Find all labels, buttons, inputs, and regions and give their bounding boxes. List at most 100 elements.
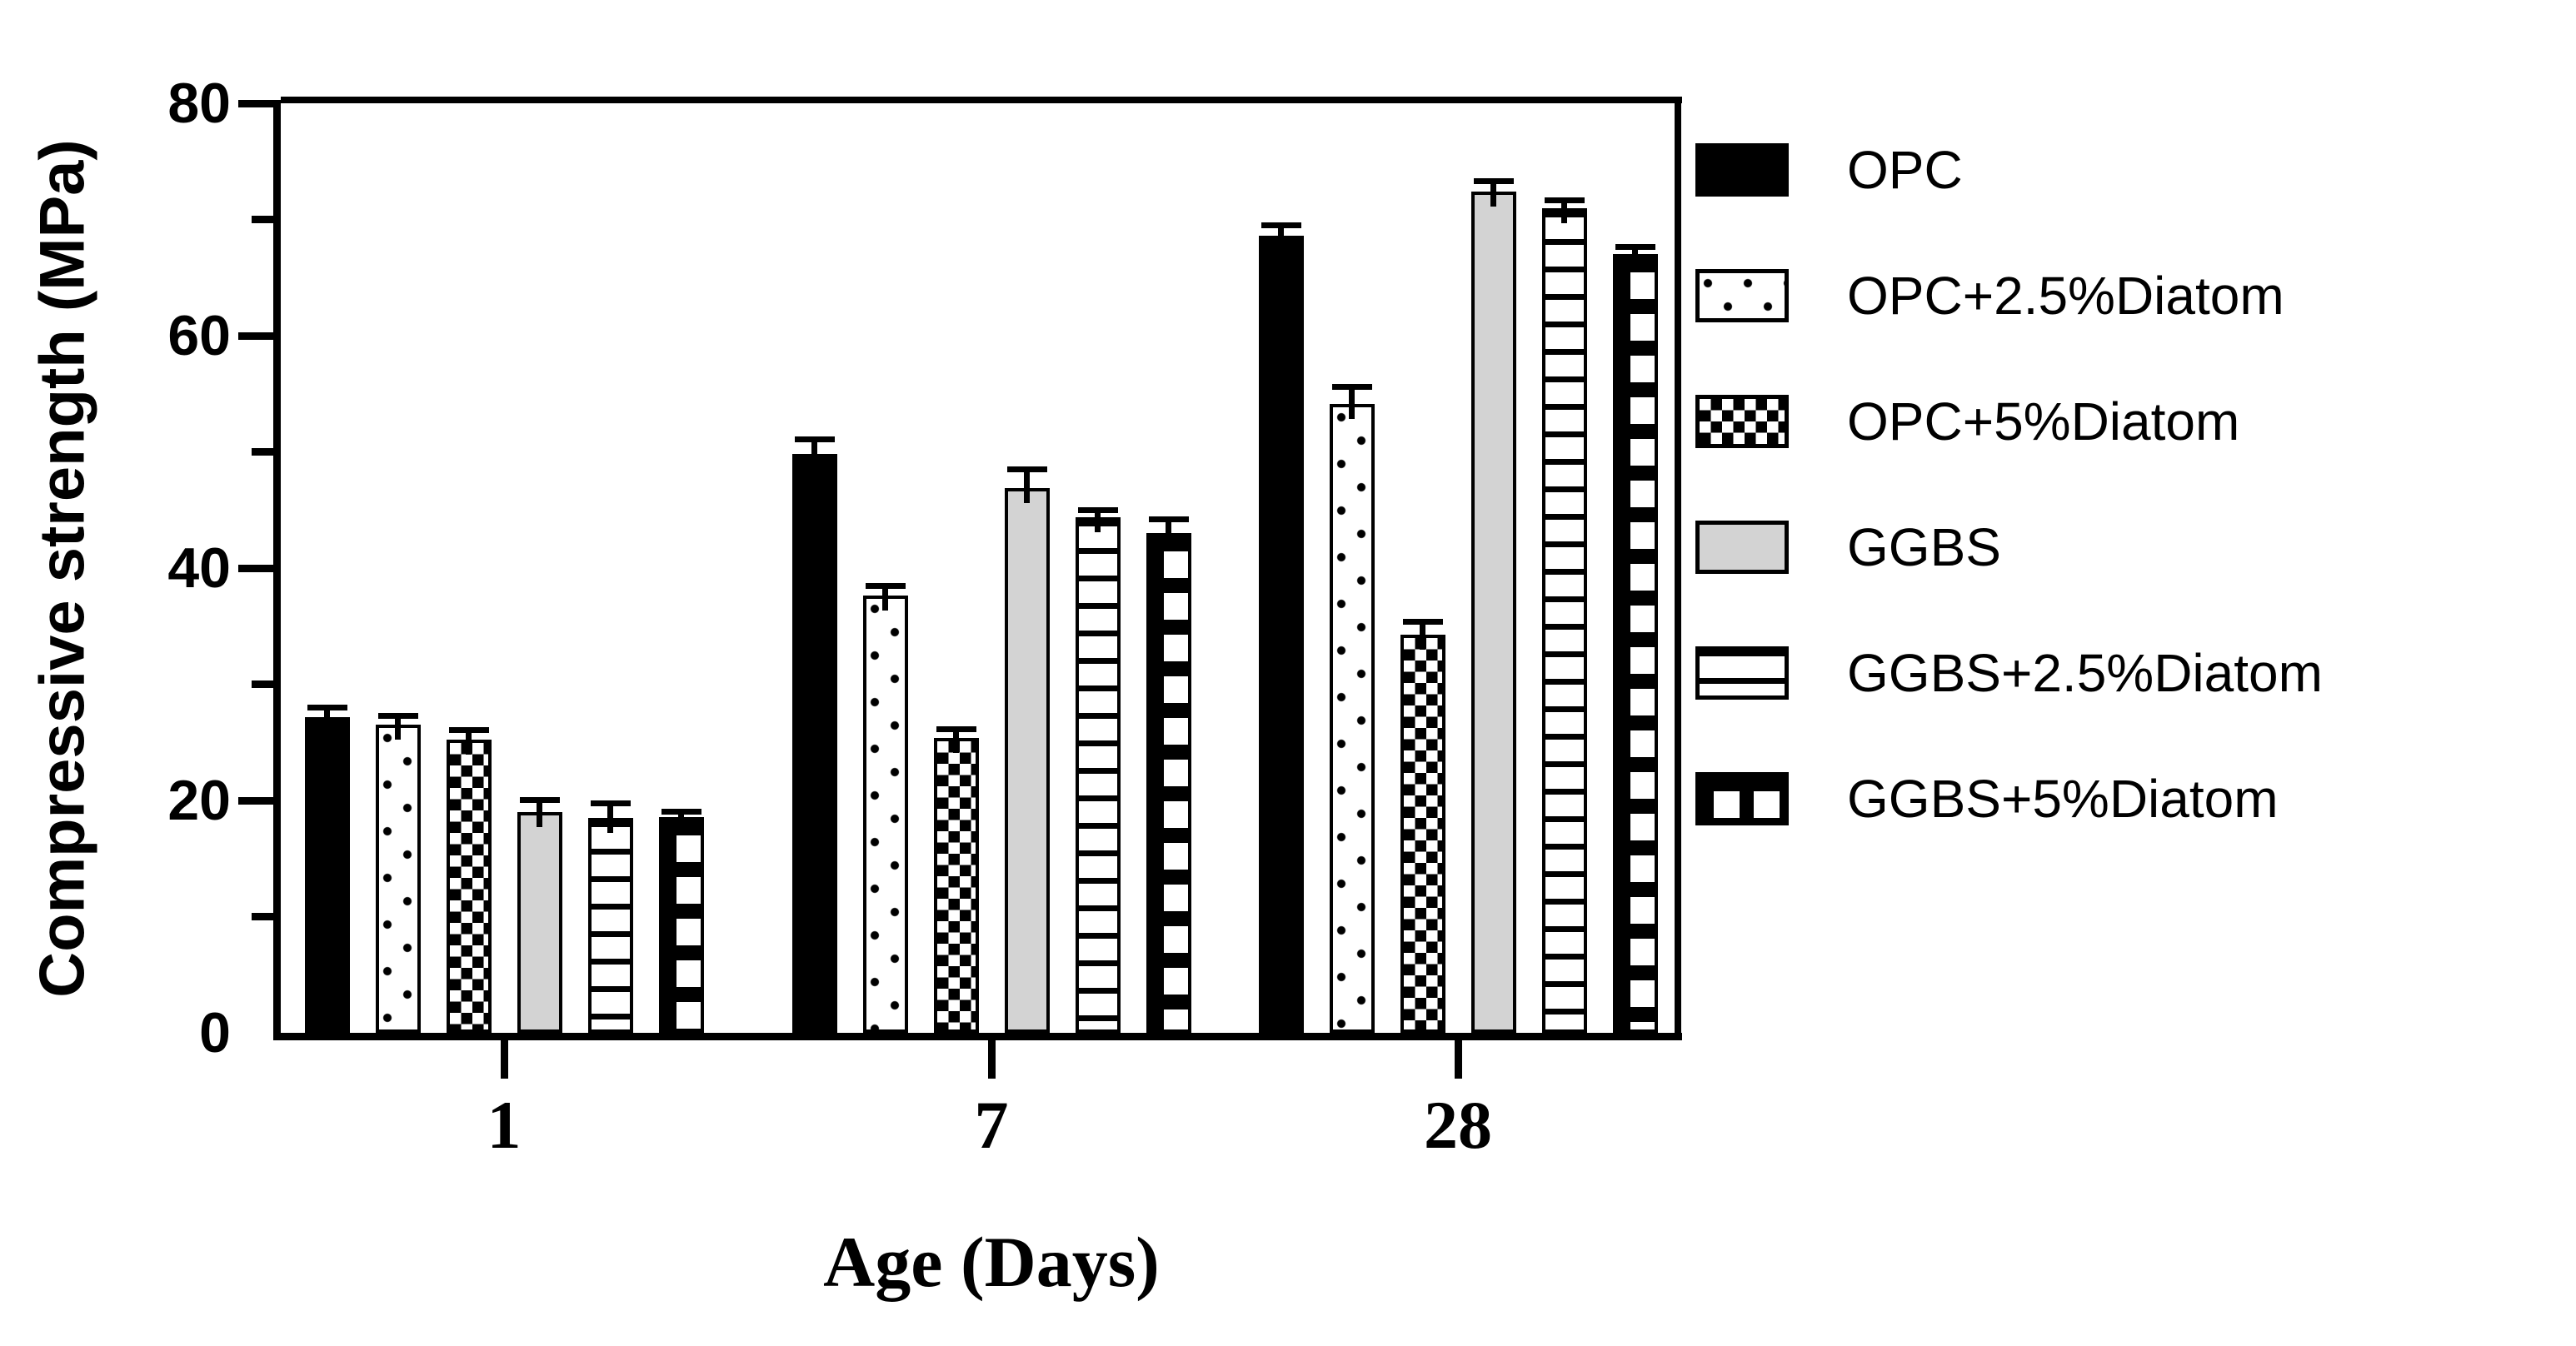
error-cap-OPC+2.5%Diatom-age1	[377, 713, 418, 720]
error-bar-GGBS+2.5%Diatom-age28	[1561, 199, 1567, 223]
y-major-tick-60	[238, 332, 273, 340]
plot-frame-right	[1675, 97, 1681, 1040]
error-bar-GGBS+5%Diatom-age7	[1166, 519, 1171, 549]
x-tick-7	[987, 1040, 996, 1079]
x-axis-title: Age (Days)	[823, 1222, 1160, 1302]
legend-label-GGBS: GGBS	[1847, 516, 2001, 577]
legend-row-GGBS+5%Diatom: GGBS+5%Diatom	[1695, 735, 2323, 861]
legend-label-OPC+5%Diatom: OPC+5%Diatom	[1847, 391, 2240, 451]
error-bar-GGBS-age28	[1490, 181, 1496, 207]
error-cap-OPC+2.5%Diatom-age7	[865, 582, 906, 589]
legend-swatch-OPC+2.5%Diatom	[1695, 268, 1789, 322]
bar-OPC-age7	[791, 454, 837, 1033]
bar-GGBS-age28	[1470, 192, 1516, 1033]
bar-GGBS+2.5%Diatom-age28	[1541, 207, 1587, 1033]
error-bar-OPC+2.5%Diatom-age28	[1349, 386, 1355, 420]
y-major-tick-80	[238, 99, 273, 107]
x-tick-28	[1454, 1040, 1462, 1079]
bar-GGBS-age1	[517, 811, 562, 1033]
bar-OPC-age28	[1258, 236, 1304, 1033]
legend-row-OPC: OPC	[1695, 107, 2323, 232]
error-cap-GGBS+5%Diatom-age7	[1148, 516, 1189, 523]
y-minor-tick-10	[252, 913, 273, 920]
legend-label-OPC+2.5%Diatom: OPC+2.5%Diatom	[1847, 265, 2284, 326]
error-cap-GGBS-age1	[519, 796, 560, 803]
y-tick-label-60: 60	[167, 304, 231, 367]
legend-label-OPC: OPC	[1847, 139, 1963, 200]
legend-label-GGBS+2.5%Diatom: GGBS+2.5%Diatom	[1847, 642, 2323, 703]
error-bar-OPC-age1	[324, 707, 330, 732]
error-bar-OPC+2.5%Diatom-age7	[882, 585, 888, 611]
error-bar-GGBS+2.5%Diatom-age1	[607, 802, 613, 833]
y-minor-tick-50	[252, 448, 273, 456]
y-major-tick-40	[238, 564, 273, 572]
error-bar-OPC-age28	[1278, 225, 1284, 252]
bar-GGBS+5%Diatom-age7	[1146, 533, 1191, 1033]
legend-swatch-OPC+5%Diatom	[1695, 394, 1789, 448]
error-cap-OPC+5%Diatom-age7	[936, 725, 976, 732]
bar-GGBS+2.5%Diatom-age1	[587, 817, 633, 1033]
x-tick-label-1: 1	[487, 1087, 522, 1163]
bar-OPC+5%Diatom-age7	[933, 737, 979, 1033]
bar-OPC-age1	[304, 716, 350, 1033]
bar-GGBS-age7	[1004, 487, 1050, 1033]
error-bar-GGBS+5%Diatom-age28	[1632, 246, 1638, 270]
y-minor-tick-30	[252, 680, 273, 688]
error-bar-GGBS+2.5%Diatom-age7	[1095, 510, 1101, 532]
error-cap-OPC-age28	[1261, 222, 1301, 229]
legend-swatch-GGBS+2.5%Diatom	[1695, 646, 1789, 700]
bar-GGBS+2.5%Diatom-age7	[1075, 516, 1121, 1033]
y-major-tick-20	[238, 796, 273, 805]
legend-swatch-GGBS	[1695, 520, 1789, 574]
x-axis-line	[273, 1033, 1682, 1040]
y-tick-label-40: 40	[167, 536, 231, 600]
legend-swatch-GGBS+5%Diatom	[1695, 771, 1789, 825]
error-bar-GGBS-age7	[1024, 469, 1030, 503]
legend-row-GGBS+2.5%Diatom: GGBS+2.5%Diatom	[1695, 610, 2323, 735]
plot-frame-top	[281, 97, 1682, 103]
error-bar-OPC+5%Diatom-age1	[466, 729, 472, 755]
legend-label-GGBS+5%Diatom: GGBS+5%Diatom	[1847, 768, 2279, 829]
legend-row-OPC+2.5%Diatom: OPC+2.5%Diatom	[1695, 232, 2323, 358]
x-tick-1	[500, 1040, 508, 1079]
y-axis-title-text: Compressive strength (MPa)	[27, 138, 98, 998]
plot-area: 0 20 40 60 80 1 7 28	[167, 75, 1682, 1163]
legend-row-OPC+5%Diatom: OPC+5%Diatom	[1695, 358, 2323, 484]
error-cap-OPC+5%Diatom-age28	[1402, 619, 1443, 626]
bar-OPC+5%Diatom-age28	[1400, 634, 1445, 1033]
error-bar-OPC+2.5%Diatom-age1	[395, 715, 401, 740]
error-cap-GGBS-age7	[1006, 466, 1047, 473]
y-minor-tick-70	[252, 216, 273, 223]
bar-OPC+2.5%Diatom-age1	[375, 725, 421, 1033]
legend-row-GGBS: GGBS	[1695, 484, 2323, 610]
error-cap-OPC+2.5%Diatom-age28	[1331, 384, 1372, 391]
error-cap-OPC-age7	[794, 436, 835, 443]
bar-OPC+2.5%Diatom-age7	[862, 596, 908, 1033]
error-cap-GGBS+2.5%Diatom-age7	[1077, 507, 1118, 514]
bar-OPC+5%Diatom-age1	[446, 740, 492, 1033]
error-cap-GGBS+5%Diatom-age1	[661, 808, 701, 815]
error-cap-GGBS+2.5%Diatom-age28	[1544, 197, 1585, 203]
error-bar-GGBS+5%Diatom-age1	[678, 810, 684, 832]
error-cap-GGBS-age28	[1473, 178, 1514, 185]
y-tick-label-20: 20	[167, 769, 231, 832]
error-bar-GGBS-age1	[537, 799, 542, 827]
x-tick-label-7: 7	[974, 1087, 1009, 1163]
y-axis-line	[273, 100, 281, 1040]
x-tick-label-28: 28	[1424, 1087, 1492, 1163]
bar-GGBS+5%Diatom-age28	[1612, 254, 1658, 1033]
error-cap-OPC-age1	[307, 705, 347, 711]
error-bar-OPC+5%Diatom-age7	[953, 728, 959, 753]
y-tick-label-80: 80	[167, 72, 231, 135]
error-cap-GGBS+2.5%Diatom-age1	[590, 800, 631, 806]
error-bar-OPC-age7	[811, 439, 817, 470]
bar-OPC+2.5%Diatom-age28	[1329, 404, 1375, 1033]
legend-swatch-OPC	[1695, 142, 1789, 197]
error-bar-OPC+5%Diatom-age28	[1420, 621, 1425, 650]
bar-GGBS+5%Diatom-age1	[658, 816, 704, 1033]
y-tick-label-0: 0	[199, 1001, 231, 1064]
error-cap-GGBS+5%Diatom-age28	[1615, 243, 1655, 250]
error-cap-OPC+5%Diatom-age1	[448, 726, 489, 733]
legend: OPC OPC+2.5%Diatom OPC+5%Diatom GGBS GGBS+2.…	[1695, 107, 2323, 861]
